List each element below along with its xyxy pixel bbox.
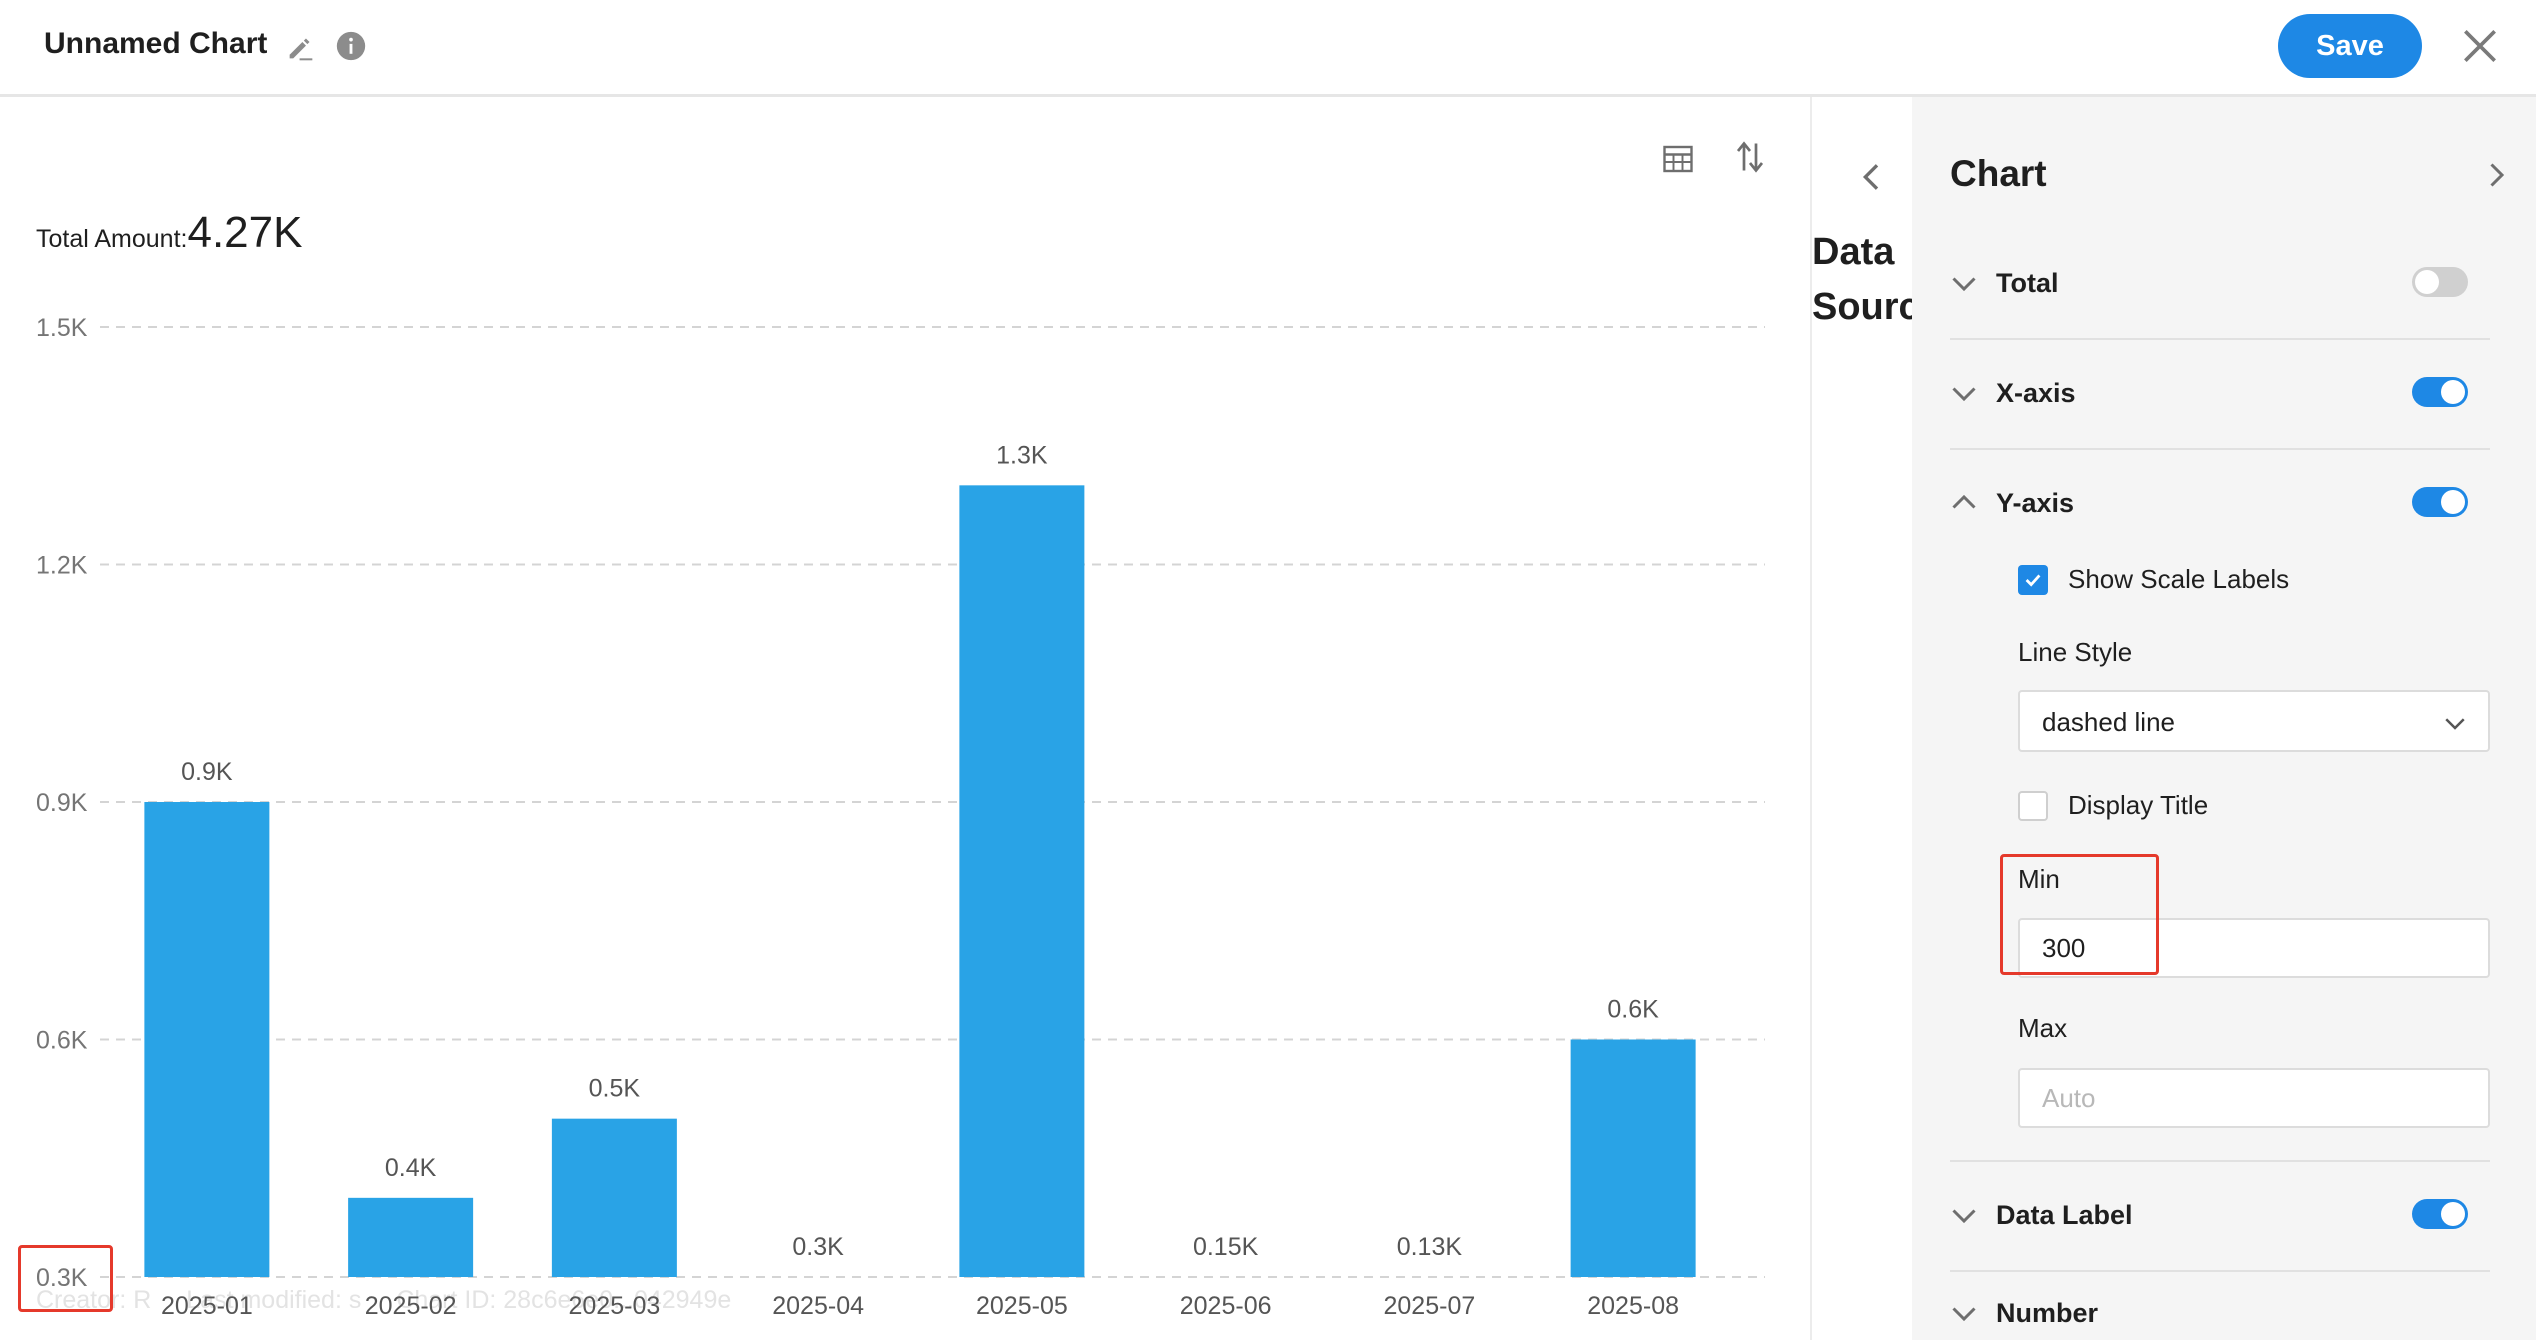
display-title-label: Display Title [2068, 790, 2209, 820]
chevron-down-icon [1952, 1307, 1976, 1322]
divider [1950, 448, 2490, 450]
data-label: 0.13K [1397, 1233, 1463, 1261]
checkbox-unchecked[interactable] [2018, 790, 2048, 821]
min-input[interactable] [2018, 918, 2490, 978]
section-x-axis-label: X-axis [1996, 377, 2076, 408]
checkbox-checked[interactable] [2018, 564, 2048, 595]
chart-title: Unnamed Chart [44, 27, 268, 60]
data-label: 0.15K [1193, 1233, 1259, 1261]
chart-footer-meta: Creator: R Last modified: s Chart ID: 28… [36, 1286, 759, 1315]
bar [1570, 1039, 1696, 1277]
total-amount-label: Total Amount: [36, 225, 188, 253]
bar-chart: 0.3K 0.6K 0.9K 1.2K 1.5K 0.9K 2025-01 0.4K 2025-… [36, 314, 1765, 1320]
x-tick-label: 2025-07 [1384, 1292, 1476, 1320]
x-axis-toggle[interactable] [2412, 377, 2468, 407]
line-style-label: Line Style [2018, 637, 2133, 667]
y-tick-label: 0.6K [36, 1027, 88, 1055]
chevron-down-icon [2445, 718, 2465, 730]
chevron-up-icon [1952, 494, 1976, 509]
data-label: 0.6K [1607, 996, 1659, 1024]
line-style-value: dashed line [2042, 707, 2175, 737]
settings-panel-title: Chart [1950, 153, 2047, 194]
x-tick-label: 2025-05 [976, 1292, 1068, 1320]
edit-pencil-icon[interactable] [284, 30, 318, 64]
info-icon[interactable] [334, 29, 368, 63]
divider [1950, 1270, 2490, 1272]
bar [348, 1197, 474, 1277]
data-label: 0.4K [385, 1154, 437, 1182]
x-tick-label: 2025-04 [772, 1292, 864, 1320]
chevron-down-icon [1952, 1209, 1976, 1224]
max-input[interactable] [2018, 1068, 2490, 1128]
y-tick-label: 1.5K [36, 314, 88, 342]
section-x-axis[interactable]: X-axis [1946, 363, 2486, 423]
x-tick-label: 2025-03 [569, 1292, 661, 1320]
data-label: 0.9K [181, 758, 233, 786]
table-view-icon[interactable] [1660, 141, 1696, 177]
section-data-label[interactable]: Data Label [1946, 1185, 2486, 1245]
bar [959, 485, 1085, 1277]
display-title-checkbox[interactable]: Display Title [2018, 790, 2208, 821]
y-min-highlight-box [18, 1245, 113, 1312]
chart-settings-panel: Chart Total X-axis Y-axis Show Sca [1912, 97, 2536, 1340]
y-tick-label: 0.9K [36, 789, 88, 817]
chevron-down-icon [1952, 387, 1976, 402]
bar [551, 1118, 677, 1277]
x-tick-label: 2025-08 [1587, 1292, 1679, 1320]
total-toggle[interactable] [2412, 267, 2468, 297]
chevron-left-icon[interactable] [1852, 157, 1892, 197]
data-label: 1.3K [996, 441, 1048, 469]
divider [1950, 338, 2490, 340]
footer-chart-id: Chart ID: 28c6e6e0...042949e [396, 1286, 732, 1314]
y-tick-label: 0.3K [36, 1264, 88, 1292]
section-y-axis[interactable]: Y-axis [1946, 473, 2486, 533]
bar [144, 802, 270, 1277]
section-number-label: Number [1996, 1297, 2099, 1328]
total-amount-value: 4.27K [187, 208, 303, 257]
section-total-label: Total [1996, 267, 2059, 298]
data-label: 0.5K [589, 1075, 641, 1103]
show-scale-labels-label: Show Scale Labels [2068, 564, 2290, 594]
show-scale-labels-checkbox[interactable]: Show Scale Labels [2018, 564, 2289, 595]
y-tick-label: 1.2K [36, 552, 88, 580]
section-data-label-label: Data Label [1996, 1199, 2133, 1230]
chevron-down-icon [1952, 277, 1976, 292]
close-icon[interactable] [2458, 24, 2502, 68]
section-total[interactable]: Total [1946, 253, 2486, 313]
sort-arrows-icon[interactable] [1732, 137, 1768, 177]
x-tick-label: 2025-01 [161, 1292, 253, 1320]
x-tick-label: 2025-06 [1180, 1292, 1272, 1320]
footer-modified: Last modified: s [186, 1286, 362, 1314]
section-y-axis-label: Y-axis [1996, 487, 2075, 518]
divider [1950, 1160, 2490, 1162]
chevron-right-icon[interactable] [2478, 157, 2514, 193]
max-label: Max [2018, 1013, 2068, 1043]
chart-area [0, 97, 1810, 1340]
data-source-title: Data Source [1812, 231, 1912, 328]
y-axis-toggle[interactable] [2412, 487, 2468, 517]
total-amount: Total Amount: 4.27K [36, 208, 302, 258]
min-label: Min [2018, 864, 2060, 894]
line-style-select[interactable]: dashed line [2018, 690, 2490, 752]
data-label: 0.3K [792, 1233, 844, 1261]
app-header: Unnamed Chart Save [0, 0, 2536, 97]
data-source-strip: Data Source [1810, 97, 1912, 1340]
data-label-toggle[interactable] [2412, 1199, 2468, 1229]
x-tick-label: 2025-02 [365, 1292, 457, 1320]
section-number[interactable]: Number [1946, 1295, 2098, 1331]
check-icon [2025, 573, 2041, 587]
save-button[interactable]: Save [2278, 14, 2422, 78]
